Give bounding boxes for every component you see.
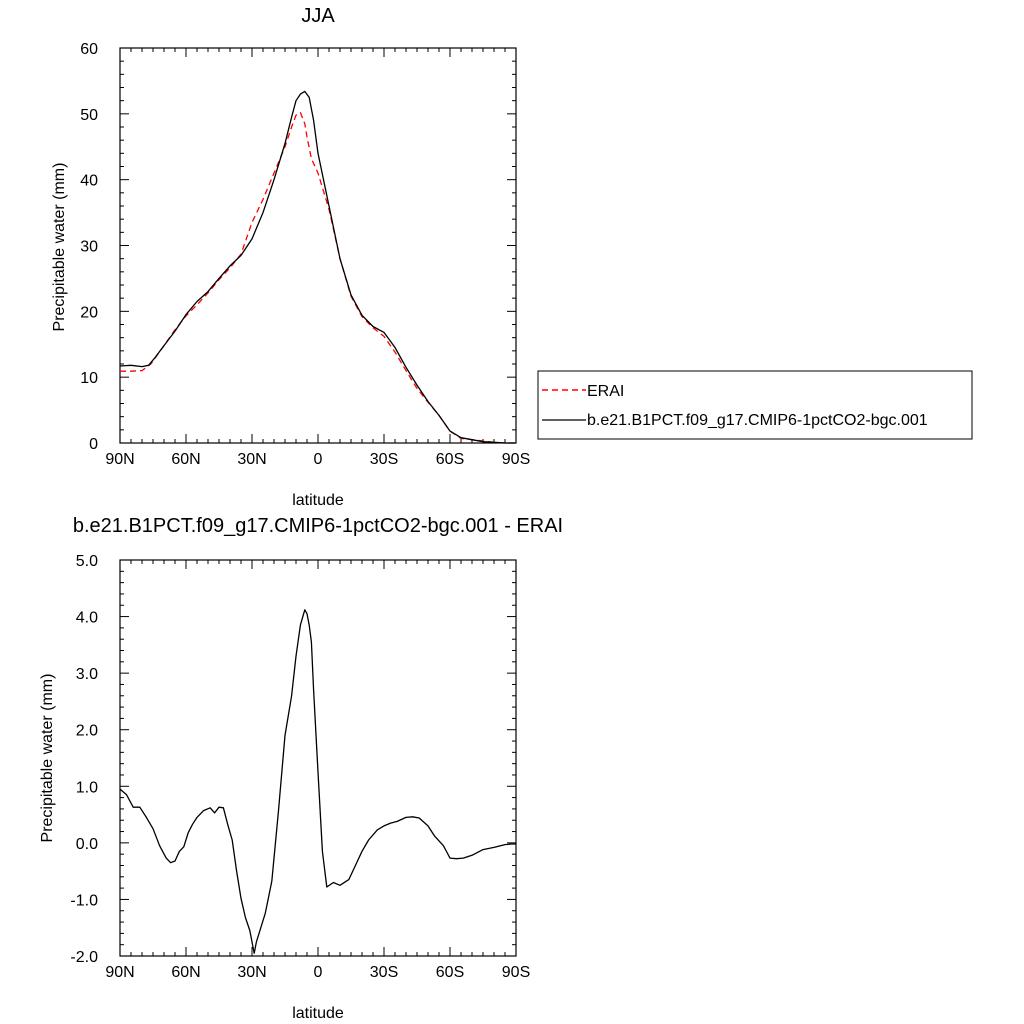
- bottom-plot-area: [119, 609, 516, 954]
- top-x-tick-label: 90S: [502, 451, 530, 468]
- bottom-y-tick-label: 5.0: [76, 553, 98, 570]
- bottom-y-tick-label: 2.0: [76, 723, 98, 740]
- top-y-axis-label: Precipitable water (mm): [51, 163, 68, 332]
- top-series-line-model: [119, 90, 516, 444]
- top-y-tick-label: 60: [80, 41, 98, 58]
- top-x-tick-label: 30S: [370, 451, 398, 468]
- bottom-x-tick-label: 90S: [502, 964, 530, 981]
- bottom-y-axis-label: Precipitable water (mm): [39, 674, 56, 843]
- bottom-y-tick-label: -1.0: [70, 892, 98, 909]
- bottom-series-line-difference: [119, 609, 516, 954]
- legend-label-erai: ERAI: [587, 383, 624, 400]
- bottom-y-tick-label: 4.0: [76, 610, 98, 627]
- top-x-tick-label: 90N: [105, 451, 134, 468]
- top-x-tick-label: 0: [314, 451, 323, 468]
- top-y-tick-label: 40: [80, 173, 98, 190]
- top-y-tick-label: 0: [89, 436, 98, 453]
- top-x-axis-label: latitude: [292, 492, 344, 509]
- top-y-tick-label: 10: [80, 370, 98, 387]
- top-y-tick-label: 30: [80, 239, 98, 256]
- top-y-tick-label: 20: [80, 304, 98, 321]
- bottom-x-tick-label: 90N: [105, 964, 134, 981]
- legend: ERAI b.e21.B1PCT.f09_g17.CMIP6-1pctCO2-b…: [537, 370, 973, 440]
- bottom-x-tick-label: 0: [314, 964, 323, 981]
- bottom-y-tick-label: -2.0: [70, 949, 98, 966]
- top-panel: JJA latitude Precipitable water (mm) 90N…: [51, 5, 530, 509]
- legend-box: [537, 370, 973, 440]
- bottom-x-tick-label: 60N: [171, 964, 200, 981]
- top-plot-frame: [119, 47, 517, 444]
- bottom-y-tick-label: 3.0: [76, 666, 98, 683]
- bottom-panel: b.e21.B1PCT.f09_g17.CMIP6-1pctCO2-bgc.00…: [39, 515, 563, 1022]
- bottom-y-tick-label: 1.0: [76, 779, 98, 796]
- bottom-y-tick-label: 0.0: [76, 836, 98, 853]
- bottom-chart-title: b.e21.B1PCT.f09_g17.CMIP6-1pctCO2-bgc.00…: [73, 515, 563, 537]
- bottom-x-tick-label: 30N: [237, 964, 266, 981]
- top-y-tick-label: 50: [80, 107, 98, 124]
- bottom-plot-frame: [119, 559, 517, 957]
- bottom-axes: 90N 60N 30N 0 30S 60S 90S -2.0 -1.0 0.0 1.0 2.0 3.0 4…: [70, 553, 530, 981]
- top-x-tick-label: 60S: [436, 451, 464, 468]
- top-chart-title: JJA: [301, 5, 335, 27]
- bottom-x-tick-label: 30S: [370, 964, 398, 981]
- top-x-tick-label: 30N: [237, 451, 266, 468]
- top-series-line-erai: [120, 111, 516, 444]
- bottom-x-axis-label: latitude: [292, 1005, 344, 1022]
- top-plot-area: [119, 90, 516, 444]
- top-x-tick-label: 60N: [171, 451, 200, 468]
- bottom-x-tick-label: 60S: [436, 964, 464, 981]
- top-axes: 90N 60N 30N 0 30S 60S 90S 0 10 20 30 40 50 60: [80, 41, 530, 468]
- legend-label-model: b.e21.B1PCT.f09_g17.CMIP6-1pctCO2-bgc.00…: [587, 412, 928, 429]
